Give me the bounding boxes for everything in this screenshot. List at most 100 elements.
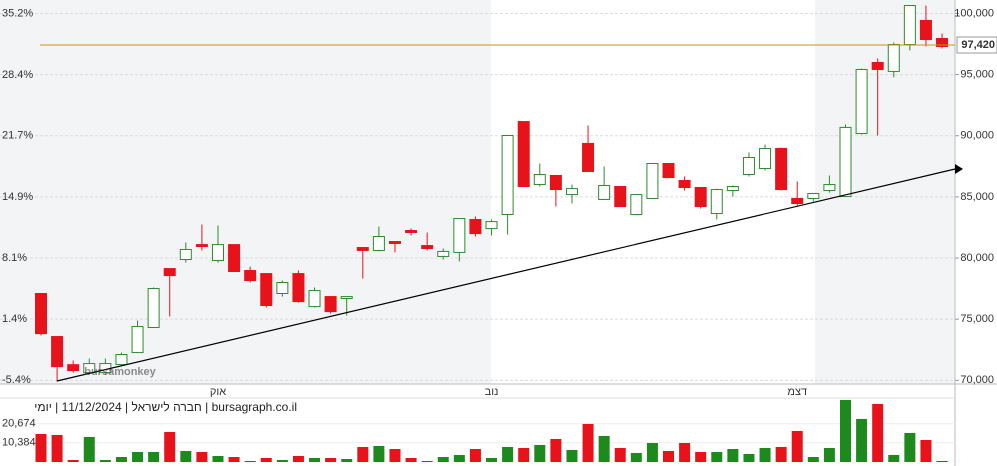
volume-bar <box>309 458 321 462</box>
y2-tick-label: -5.4% <box>2 374 31 386</box>
volume-bar <box>453 454 465 462</box>
volume-bar <box>695 451 707 462</box>
volume-bar <box>67 460 79 462</box>
x-tick-label: נוב <box>485 386 499 398</box>
volume-bar <box>83 436 95 462</box>
candle-body <box>405 230 418 233</box>
candle-body <box>742 157 755 176</box>
candle-body <box>549 174 562 191</box>
volume-bar <box>164 431 176 462</box>
volume-bar <box>711 451 723 462</box>
volume-bar <box>502 446 514 462</box>
volume-bar <box>196 451 208 462</box>
candle-body <box>163 268 176 277</box>
volume-bar <box>598 435 610 462</box>
candle-body <box>485 221 498 230</box>
candle-body <box>887 44 900 72</box>
candle-body <box>324 296 337 313</box>
volume-bar <box>260 458 272 462</box>
candle-body <box>372 236 385 251</box>
candle-body <box>437 250 450 257</box>
x-tick-label: אוק <box>210 386 226 398</box>
y-tick-label: 80,000 <box>960 252 994 264</box>
candle-body <box>356 247 369 251</box>
volume-bar <box>630 452 642 462</box>
volume-bar <box>807 457 819 462</box>
volume-bar <box>373 445 385 462</box>
candle-body <box>710 189 723 215</box>
volume-bar <box>486 458 498 462</box>
candle-body <box>903 5 916 46</box>
candle-body <box>823 184 836 192</box>
volume-bar <box>148 451 160 462</box>
candle-body <box>469 219 482 235</box>
volume-bar <box>35 433 47 462</box>
volume-bar <box>325 458 337 462</box>
marks <box>0 5 955 462</box>
volume-bar <box>51 434 63 462</box>
y-tick-label: 95,000 <box>960 69 994 81</box>
volume-bar <box>244 461 256 462</box>
candle-body <box>147 287 160 329</box>
volume-bar <box>936 461 948 462</box>
volume-bar <box>663 450 675 462</box>
volume-bar <box>582 423 594 462</box>
candle-body <box>839 126 852 198</box>
candle-body <box>678 180 691 188</box>
candle-body <box>565 188 578 196</box>
trend-arrow <box>955 164 963 174</box>
candle-body <box>646 163 659 199</box>
volume-bar <box>469 448 481 462</box>
y2-tick-label: 8.1% <box>2 252 27 264</box>
volume-bar <box>115 457 127 462</box>
candle-body <box>244 270 257 282</box>
volume-tick-label: 20,674 <box>2 418 36 430</box>
candle-body <box>276 281 289 295</box>
y2-tick-label: 21.7% <box>2 129 33 141</box>
candle-body <box>260 273 273 306</box>
candle-body <box>775 147 788 191</box>
volume-bar <box>872 403 884 462</box>
volume-bar <box>646 442 658 462</box>
volume-bar <box>823 447 835 462</box>
volume-bar <box>904 432 916 462</box>
y-tick-label: 85,000 <box>960 191 994 203</box>
volume-bar <box>389 448 401 462</box>
candle-body <box>35 293 47 335</box>
volume-bar <box>566 449 578 462</box>
y-tick-label: 70,000 <box>960 374 994 386</box>
candle-body <box>694 186 707 208</box>
candle-body <box>582 142 595 172</box>
volume-bar <box>99 460 111 462</box>
y2-tick-label: 28.4% <box>2 69 33 81</box>
footer-text: bursagraph.co.il | חברה לישראל | 11/12/2… <box>34 400 297 414</box>
y2-tick-label: 14.9% <box>2 191 33 203</box>
volume-bar <box>743 453 755 462</box>
candle-body <box>871 61 884 70</box>
candle-body <box>195 244 208 248</box>
candle-body <box>83 363 96 374</box>
candle-body <box>228 244 241 272</box>
candle-body <box>421 245 434 249</box>
volume-bar <box>437 457 449 462</box>
reference-label-box <box>956 36 997 54</box>
candle-body <box>517 121 530 187</box>
volume-bar <box>405 458 417 462</box>
volume-bar <box>518 447 530 462</box>
volume-bar <box>727 448 739 462</box>
volume-bar <box>679 442 691 462</box>
candle-body <box>726 185 739 192</box>
volume-bar <box>888 454 900 462</box>
candle-body <box>533 174 546 186</box>
candle-body <box>67 364 80 372</box>
candle-body <box>340 296 353 300</box>
y2-tick-label: 1.4% <box>2 313 27 325</box>
candle-body <box>115 354 128 366</box>
volume-bar <box>920 439 932 462</box>
y-tick-label: 75,000 <box>960 313 994 325</box>
y-tick-label: 100,000 <box>954 7 994 19</box>
volume-bar <box>132 451 144 462</box>
volume-bar <box>180 450 192 462</box>
volume-tick-label: 10,384 <box>2 437 36 449</box>
